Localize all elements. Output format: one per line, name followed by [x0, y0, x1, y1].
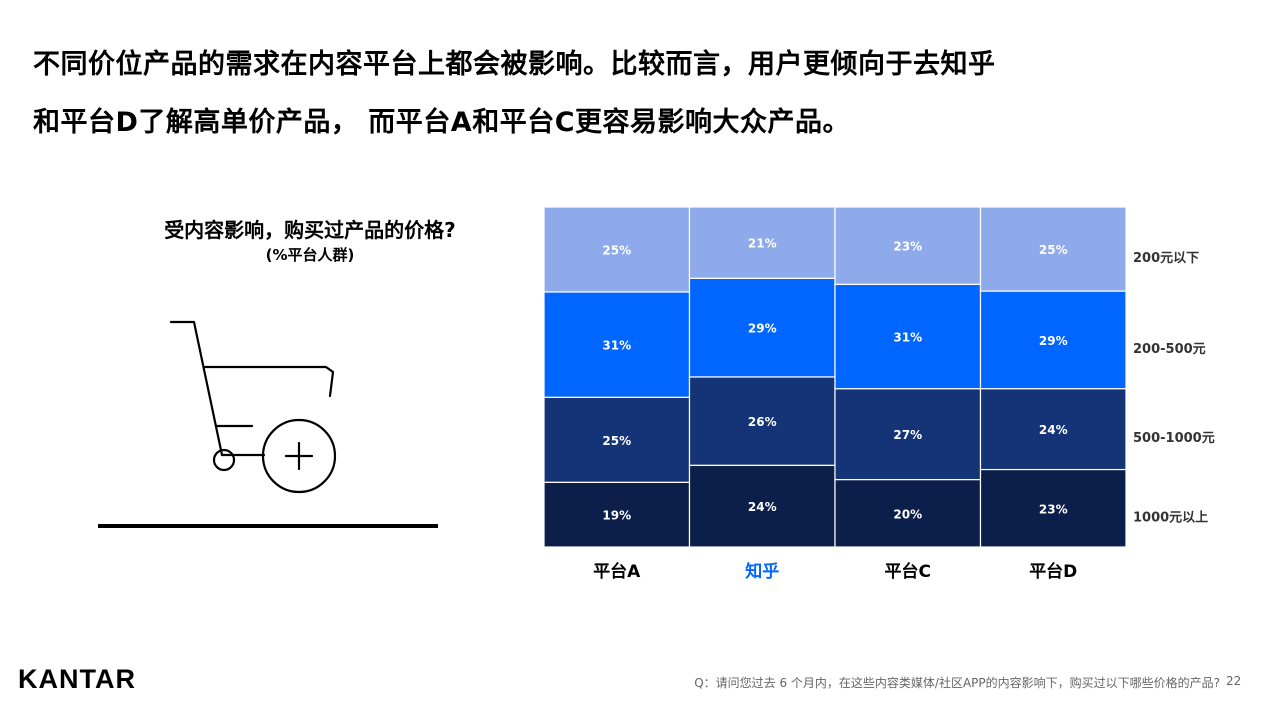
bar-segment [543, 481, 691, 548]
headline-line-1: 不同价位产品的需求在内容平台上都会被影响。比较而言，用户更倾向于去知乎 [33, 49, 996, 80]
legend-label: 1000元以上 [1133, 510, 1208, 525]
legend-label: 500-1000元 [1133, 431, 1215, 446]
bar-segment [834, 479, 982, 548]
bar-segment [543, 396, 691, 483]
category-label: 平台D [1029, 561, 1077, 582]
bar-segment [979, 388, 1127, 471]
legend-label: 200-500元 [1133, 342, 1206, 357]
bar-segment [979, 290, 1127, 390]
bar-segment [688, 206, 836, 280]
value-label: 24% [748, 500, 777, 514]
headline-line-2: 和平台D了解高单价产品， 而平台A和平台C更容易影响大众产品。 [33, 107, 851, 138]
value-label: 23% [893, 240, 922, 254]
stacked-bar-chart: 25% 31% 25% 19% 平台A 21% 29% 26% 24% 知乎 23% 31% 27% 20… [543, 206, 1215, 582]
value-label: 25% [1039, 243, 1068, 257]
shopping-cart-add-icon [98, 320, 438, 528]
value-label: 21% [748, 237, 777, 251]
value-label: 25% [602, 244, 631, 258]
legend-label: 200元以下 [1133, 251, 1199, 266]
bar-segment [543, 291, 691, 399]
value-label: 27% [893, 428, 922, 442]
bar-segment [834, 206, 982, 286]
value-label: 29% [748, 322, 777, 336]
category-label: 平台A [593, 561, 641, 582]
bar-segment [834, 283, 982, 390]
value-label: 19% [602, 509, 631, 523]
value-label: 31% [893, 331, 922, 345]
value-label: 23% [1039, 502, 1068, 516]
chart-title: 受内容影响，购买过产品的价格? [164, 218, 456, 242]
chart-subtitle: (%平台人群) [265, 246, 355, 264]
value-label: 25% [602, 434, 631, 448]
bar-segment [979, 206, 1127, 292]
bar-segment [688, 464, 836, 548]
bar-segment [688, 376, 836, 467]
ground-line [98, 524, 438, 528]
page-number: 22 [1226, 674, 1242, 688]
bar-segment [543, 206, 691, 293]
category-label: 知乎 [744, 561, 779, 582]
headline: 不同价位产品的需求在内容平台上都会被影响。比较而言，用户更倾向于去知乎 和平台D… [33, 36, 1233, 152]
kantar-logo: KANTAR [18, 664, 136, 694]
value-label: 24% [1039, 423, 1068, 437]
bar-segment [834, 388, 982, 481]
value-label: 31% [602, 339, 631, 353]
value-label: 29% [1039, 334, 1068, 348]
bar-segment [979, 468, 1127, 548]
category-label: 平台C [885, 561, 931, 582]
value-label: 20% [893, 507, 922, 521]
question-footnote: Q：请问您过去 6 个月内，在这些内容类媒体/社区APP的内容影响下，购买过以下… [694, 676, 1220, 690]
value-label: 26% [748, 415, 777, 429]
